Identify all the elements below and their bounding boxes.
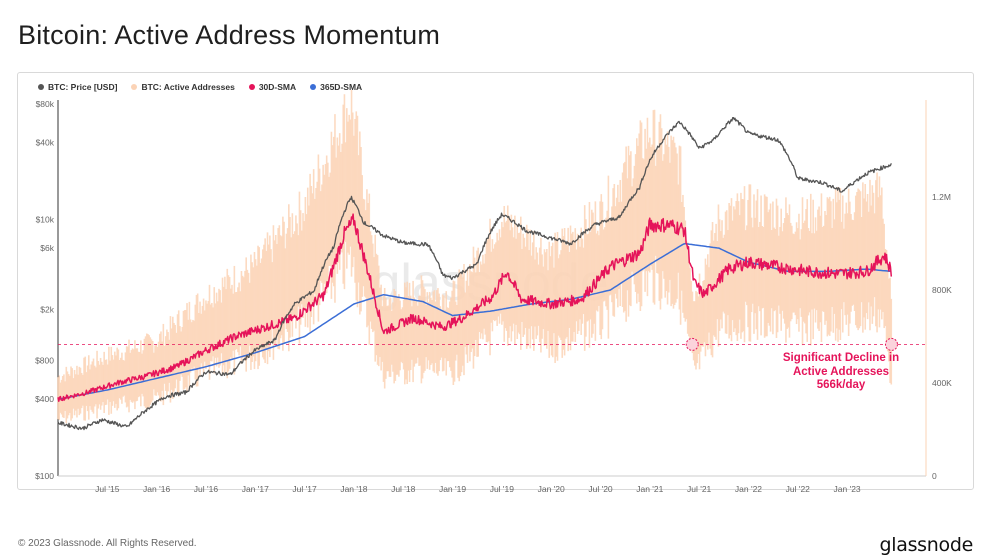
left-axis-tick-label: $100 (35, 471, 54, 481)
legend-marker-365d-sma (310, 84, 317, 90)
x-axis-tick-label: Jan '17 (242, 484, 269, 494)
x-axis-tick-label: Jul '16 (194, 484, 219, 494)
x-axis-tick-label: Jan '20 (538, 484, 565, 494)
left-axis-tick-label: $400 (35, 394, 54, 404)
legend-label-30d-sma: 30D-SMA (258, 82, 297, 92)
x-axis-tick-label: Jan '19 (439, 484, 466, 494)
btc-price-line (57, 116, 892, 431)
brand-logo[interactable]: glassnode (879, 534, 974, 556)
legend-item-price[interactable]: BTC: Price [USD] (38, 82, 117, 92)
chart-annotation: Significant Decline in Active Addresses … (782, 352, 900, 391)
left-axis-tick-label: $800 (35, 355, 54, 365)
x-axis-tick-label: Jul '15 (95, 484, 120, 494)
x-axis-tick-label: Jul '18 (391, 484, 416, 494)
left-axis-tick-label: $10k (36, 215, 55, 225)
highlight-point (884, 337, 898, 351)
right-axis-tick-label: 400K (932, 378, 952, 388)
x-axis-tick-label: Jan '16 (143, 484, 170, 494)
highlight-point (685, 337, 699, 351)
active-addresses-series (57, 90, 893, 424)
legend-label-active-addresses: BTC: Active Addresses (141, 82, 235, 92)
x-axis-tick-label: Jan '22 (735, 484, 762, 494)
right-axis-tick-label: 1.2M (932, 192, 951, 202)
left-axis-tick-label: $2k (40, 304, 54, 314)
x-axis-tick-label: Jan '23 (834, 484, 861, 494)
left-axis-tick-label: $80k (36, 99, 55, 109)
copyright-footer: © 2023 Glassnode. All Rights Reserved. (18, 538, 197, 549)
legend-marker-30d-sma (248, 84, 255, 90)
legend-marker-price (38, 84, 44, 90)
page-title: Bitcoin: Active Address Momentum (18, 20, 441, 50)
right-axis-tick-label: 0 (932, 471, 937, 481)
chart-legend: BTC: Price [USD] BTC: Active Addresses 3… (38, 82, 362, 92)
legend-item-active-addresses[interactable]: BTC: Active Addresses (131, 82, 235, 92)
x-axis-tick-label: Jul '20 (588, 484, 613, 494)
legend-label-price: BTC: Price [USD] (48, 82, 118, 92)
legend-item-365d-sma[interactable]: 365D-SMA (310, 82, 362, 92)
legend-label-365d-sma: 365D-SMA (320, 82, 363, 92)
x-axis-tick-label: Jul '17 (292, 484, 317, 494)
legend-marker-active-addresses (131, 84, 138, 90)
x-axis-tick-label: Jul '21 (687, 484, 712, 494)
x-axis-tick-label: Jul '22 (786, 484, 811, 494)
right-axis-tick-label: 800K (932, 285, 952, 295)
30d-sma-line (57, 213, 893, 402)
left-axis-tick-label: $6k (40, 243, 54, 253)
x-axis-tick-label: Jul '19 (490, 484, 515, 494)
x-axis-tick-label: Jan '18 (340, 484, 367, 494)
x-axis-tick-label: Jan '21 (636, 484, 663, 494)
left-axis-tick-label: $40k (36, 138, 55, 148)
legend-item-30d-sma[interactable]: 30D-SMA (248, 82, 297, 92)
